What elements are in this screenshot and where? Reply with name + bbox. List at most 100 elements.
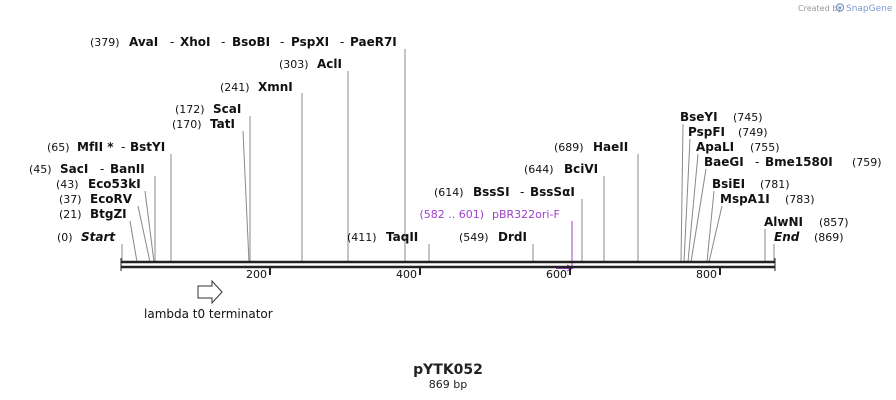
site-pos: (749) [738,126,768,139]
svg-text:(45) SacI -: (45) SacI - BanII [29,158,145,177]
site-pos: (857) [819,216,849,229]
site-name: XhoI [180,35,211,49]
site-bsiei[interactable]: BsiEI (781) [712,173,790,192]
site-baegi-bme1580i[interactable]: BaeGI - Bme1580I (759) [704,151,882,170]
site-name: HaeII [593,140,628,154]
site-name: AvaI [129,35,158,49]
site-pos: (45) [29,163,52,176]
site-start[interactable]: (0) Start [57,226,116,245]
site-name: Eco53kI [88,177,141,191]
tick-label: 200 [246,268,267,281]
site-pos: (21) [59,208,82,221]
site-pos: (65) [47,141,70,154]
svg-text:AlwNI (857): AlwNI (857) [764,211,849,230]
site-avai-group[interactable]: (379) AvaI - XhoI - BsoBI - PspXI - PaeR… [90,31,397,50]
leader-apali [687,153,699,263]
site-pspfi[interactable]: PspFI (749) [688,121,768,140]
site-pos: (781) [760,178,790,191]
site-name: AlwNI [764,215,803,229]
site-name: TatI [210,117,235,131]
site-name: BtgZI [90,207,127,221]
site-end[interactable]: End (869) [774,226,844,245]
site-pos: (644) [524,163,554,176]
site-name: BsoBI [232,35,270,49]
svg-text:(614) BssSI -: (614) BssSI - BssSαI [434,181,575,200]
leader-baegi [690,168,707,263]
site-name: BanII [110,162,145,176]
credit-prefix: Created by [798,4,842,13]
site-pos: (43) [56,178,79,191]
site-scai[interactable]: (172) ScaI [175,98,241,117]
feature-label: lambda t0 terminator [144,307,273,321]
site-name: BseYI [680,110,718,124]
leader-ecorv [137,205,151,263]
site-alwni[interactable]: AlwNI (857) [764,211,849,230]
site-pos: (689) [554,141,584,154]
site-name: ScaI [213,102,241,116]
site-tati[interactable]: (170) TatI [172,113,235,132]
site-name: ApaLI [696,140,734,154]
site-name: DrdI [498,230,527,244]
site-pos: (614) [434,186,464,199]
site-name: PspFI [688,125,725,139]
site-pos: (759) [852,156,882,169]
site-acli[interactable]: (303) AclI [279,53,342,72]
site-xmni[interactable]: (241) XmnI [220,76,293,95]
feature-lambda-t0-terminator[interactable]: lambda t0 terminator [144,279,273,321]
leader-bsiei [706,190,715,263]
site-name: BaeGI [704,155,744,169]
site-name: BciVI [564,162,598,176]
svg-text:(379) AvaI -: (379) AvaI - XhoI - BsoBI - PspXI - PaeR… [90,31,397,50]
svg-text:(172) ScaI: (172) ScaI [175,98,241,117]
site-pos: (0) [57,231,73,244]
svg-text:(65) MfII * -: (65) MfII * - BstYI [47,136,165,155]
site-saci-banii[interactable]: (45) SacI - BanII [29,158,145,177]
svg-text:(21) BtgZI: (21) BtgZI [59,203,127,222]
cut-site-leaders [121,49,775,263]
site-btgzi[interactable]: (21) BtgZI [59,203,127,222]
site-name: BssSI [473,185,510,199]
site-bseyi[interactable]: BseYI (745) [680,106,763,125]
site-pos: (411) [347,231,377,244]
site-mfli-bstyi[interactable]: (65) MfII * - BstYI [47,136,165,155]
plasmid-length: 869 bp [429,378,467,391]
site-name: MspA1I [720,192,770,206]
site-name: Start [81,230,116,244]
svg-text:(411) TaqII: (411) TaqII [347,226,418,245]
site-pos: (170) [172,118,202,131]
site-pos: (783) [785,193,815,206]
svg-text:(689) HaeII: (689) HaeII [554,136,628,155]
credit-brand: SnapGene [846,4,893,14]
site-name: EcoRV [90,192,133,206]
primer-range: (582 .. 601) [419,208,484,221]
svg-text:(303) AclI: (303) AclI [279,53,342,72]
site-bsssi[interactable]: (614) BssSI - BssSαI [434,181,575,200]
site-name: BsiEI [712,177,745,191]
svg-text:(170) TatI: (170) TatI [172,113,235,132]
site-drdi[interactable]: (549) DrdI [459,226,527,245]
site-pos: (745) [733,111,763,124]
svg-text:BaeGI - Bme1580I: BaeGI - Bme1580I (759) [704,151,882,170]
site-eco53ki[interactable]: (43) Eco53kI [56,173,141,192]
leader-tati [242,130,250,263]
leader-pspfi [683,138,691,263]
leader-mspa1i [708,205,723,263]
site-ecorv[interactable]: (37) EcoRV [59,188,133,207]
site-pos: (549) [459,231,489,244]
site-haeii[interactable]: (689) HaeII [554,136,628,155]
site-apali[interactable]: ApaLI (755) [696,136,780,155]
site-name: MfII * [77,140,114,154]
site-bcivi[interactable]: (644) BciVI [524,158,598,177]
site-name: XmnI [258,80,293,94]
site-name: Bme1580I [765,155,833,169]
site-pos: (37) [59,193,82,206]
tick-label: 600 [546,268,567,281]
plasmid-name: pYTK052 [413,362,483,378]
svg-text:End (869): End (869) [774,226,844,245]
site-taqii[interactable]: (411) TaqII [347,226,418,245]
site-name: BssSαI [530,185,575,199]
site-mspa1i[interactable]: MspA1I (783) [720,188,815,207]
site-pos: (303) [279,58,309,71]
svg-text:MspA1I (783): MspA1I (783) [720,188,815,207]
